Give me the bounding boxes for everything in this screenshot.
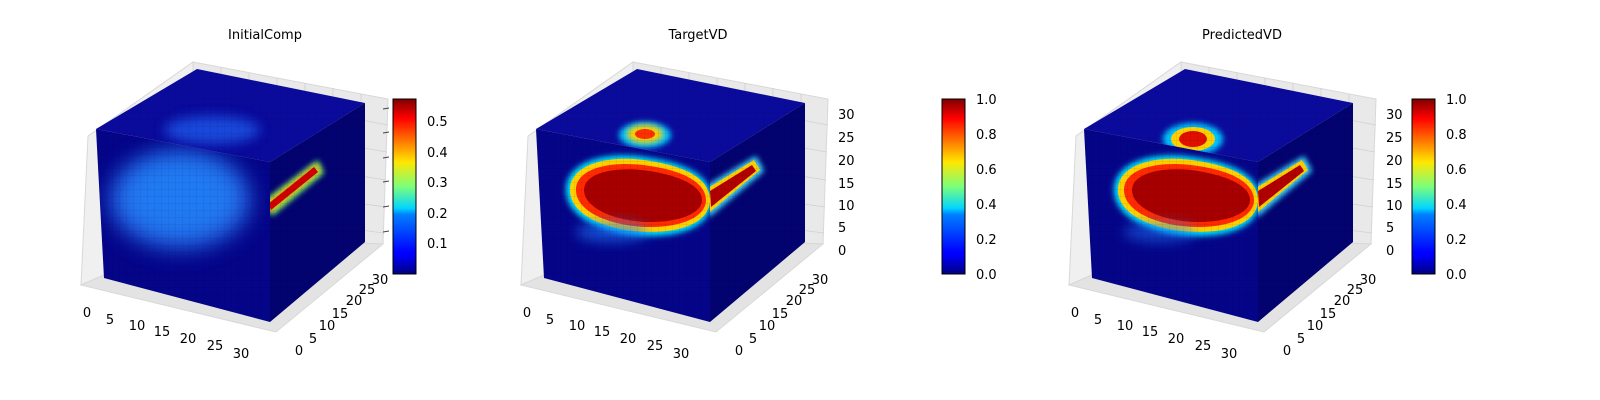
colorbar-tick: 0.4 [427,146,448,161]
y-tick: 15 [772,307,789,322]
z-axis-ticks: 0 5 10 15 20 25 30 [1386,108,1403,259]
colorbar-tick: 0.6 [976,163,997,178]
colorbar: 0.0 0.2 0.4 0.6 0.8 1.0 [941,93,997,283]
y-tick: 30 [812,273,829,288]
x-tick: 5 [106,313,114,328]
x-tick: 25 [207,339,224,354]
y-tick: 5 [749,332,757,347]
panel-title: InitialComp [228,28,302,43]
colorbar-tick: 0.5 [427,115,448,130]
x-tick: 15 [1142,325,1159,340]
x-tick: 20 [620,332,637,347]
colorbar-tick: 1.0 [976,93,997,108]
z-tick: 5 [838,221,846,236]
z-tick: 25 [838,131,855,146]
y-tick: 20 [786,294,803,309]
x-tick: 25 [1195,339,1212,354]
y-tick: 30 [1360,273,1377,288]
colorbar: 0.1 0.2 0.3 0.4 0.5 [392,98,448,275]
x-tick: 20 [1168,332,1185,347]
x-tick: 5 [1094,313,1102,328]
panel-initialcomp: InitialComp [79,28,448,362]
y-tick: 0 [735,344,743,359]
y-tick: 10 [1307,319,1324,334]
z-tick: 10 [838,199,855,214]
colorbar-tick: 0.2 [1446,233,1467,248]
z-tick: 0 [1386,244,1394,259]
y-tick: 15 [332,307,349,322]
x-axis-ticks: 0 5 10 15 20 25 30 [1071,306,1237,362]
x-tick: 15 [594,325,611,340]
y-axis-ticks: 0 5 10 15 20 25 30 [295,273,388,359]
x-axis-ticks: 0 5 10 15 20 25 30 [523,306,689,362]
colorbar-tick: 0.6 [1446,163,1467,178]
colorbar-ticks: 0.1 0.2 0.3 0.4 0.5 [427,115,448,252]
y-axis-ticks: 0 5 10 15 20 25 30 [735,273,828,359]
voxel-cube [96,69,365,322]
colorbar-tick: 0.2 [427,207,448,222]
z-tick: 5 [1386,221,1394,236]
x-tick: 15 [154,325,171,340]
colorbar: 0.0 0.2 0.4 0.6 0.8 1.0 [1411,93,1467,283]
colorbar-tick: 1.0 [1446,93,1467,108]
z-tick: 25 [1386,131,1403,146]
colorbar-tick: 0.0 [976,268,997,283]
panel-targetvd: TargetVD [519,28,997,362]
x-tick: 25 [647,339,664,354]
colorbar-tick: 0.4 [1446,198,1467,213]
z-tick: 30 [1386,108,1403,123]
y-tick: 0 [295,344,303,359]
z-tick: 15 [1386,177,1403,192]
y-tick: 15 [1320,307,1337,322]
y-tick: 30 [372,273,389,288]
x-tick: 10 [129,319,146,334]
y-tick: 20 [1334,294,1351,309]
x-tick: 10 [569,319,586,334]
panel-title: TargetVD [667,28,727,43]
x-tick: 30 [1221,347,1238,362]
z-tick: 20 [838,154,855,169]
y-tick: 5 [309,332,317,347]
x-tick: 0 [523,306,531,321]
z-tick: 0 [838,244,846,259]
y-tick: 0 [1283,344,1291,359]
panel-predictedvd: PredictedVD [1067,28,1467,362]
x-tick: 0 [83,306,91,321]
y-axis-ticks: 0 5 10 15 20 25 30 [1283,273,1376,359]
colorbar-tick: 0.8 [976,128,997,143]
colorbar-tick: 0.2 [976,233,997,248]
y-tick: 5 [1297,332,1305,347]
colorbar-ticks: 0.0 0.2 0.4 0.6 0.8 1.0 [1446,93,1467,283]
y-tick: 25 [799,283,816,298]
x-tick: 20 [180,332,197,347]
y-tick: 25 [1347,283,1364,298]
colorbar-tick: 0.3 [427,176,448,191]
x-axis-ticks: 0 5 10 15 20 25 30 [83,306,249,362]
colorbar-tick: 0.4 [976,198,997,213]
colorbar-ticks: 0.0 0.2 0.4 0.6 0.8 1.0 [976,93,997,283]
z-tick: 20 [1386,154,1403,169]
colorbar-tick: 0.0 [1446,268,1467,283]
y-tick: 10 [319,319,336,334]
y-tick: 20 [346,294,363,309]
z-axis-tickmarks [382,107,390,233]
colorbar-tick: 0.1 [427,237,448,252]
y-tick: 10 [759,319,776,334]
x-tick: 0 [1071,306,1079,321]
z-tick: 10 [1386,199,1403,214]
panel-title: PredictedVD [1202,28,1282,43]
z-axis-ticks: 0 5 10 15 20 25 30 [838,108,855,259]
x-tick: 5 [546,313,554,328]
x-tick: 30 [673,347,690,362]
x-tick: 10 [1117,319,1134,334]
z-tick: 30 [838,108,855,123]
y-tick: 25 [359,283,376,298]
colorbar-tick: 0.8 [1446,128,1467,143]
x-tick: 30 [233,347,250,362]
z-tick: 15 [838,177,855,192]
